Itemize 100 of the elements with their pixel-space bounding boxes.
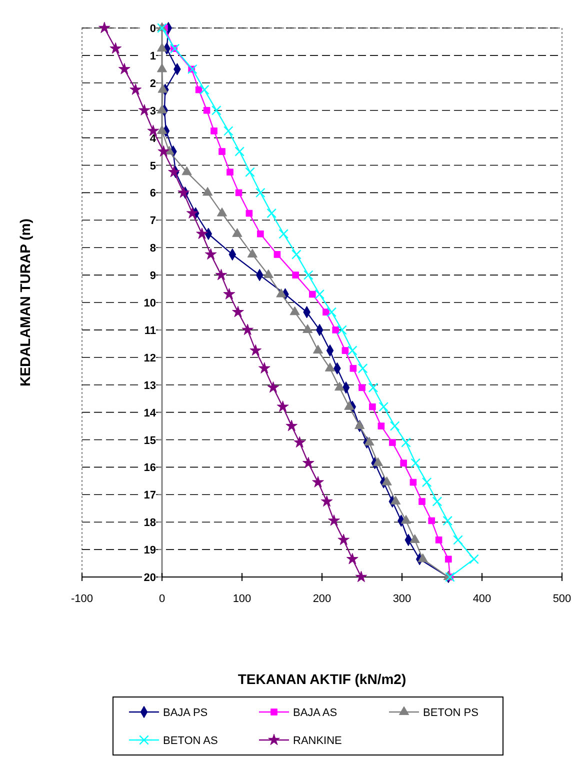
point — [202, 186, 213, 196]
y-tick-label: 9 — [150, 270, 156, 282]
point — [212, 105, 222, 116]
point — [324, 362, 336, 372]
point — [216, 207, 228, 216]
point — [302, 456, 314, 468]
point — [304, 270, 314, 280]
y-tick-label: 7 — [150, 215, 156, 228]
point — [342, 347, 349, 354]
point — [422, 477, 432, 488]
y-tick-label: 18 — [144, 517, 156, 530]
point — [418, 553, 428, 562]
point — [294, 436, 306, 448]
point — [292, 250, 302, 260]
y-tick-label: 16 — [144, 462, 156, 474]
x-tick-label: 0 — [158, 593, 166, 605]
y-tick-label: 3 — [150, 105, 156, 118]
point — [226, 168, 234, 176]
y-tick-label: 2 — [150, 78, 156, 90]
point — [204, 248, 217, 260]
point — [400, 514, 412, 524]
x-tick-label: 400 — [472, 593, 492, 605]
point — [401, 438, 411, 448]
point — [286, 420, 298, 432]
y-tick-label: 4 — [150, 132, 157, 145]
x-axis-title: TEKANAN AKTIF (kN/m2) — [238, 671, 406, 687]
point — [156, 63, 168, 72]
point — [322, 308, 330, 316]
y-tick-label: 12 — [144, 352, 156, 364]
point — [358, 363, 368, 374]
point — [210, 128, 218, 134]
point — [326, 307, 336, 318]
point — [428, 517, 436, 524]
y-tick-label: 10 — [144, 298, 156, 310]
point — [195, 86, 202, 94]
point — [338, 534, 350, 546]
point — [400, 460, 408, 466]
point — [110, 42, 122, 54]
point — [235, 189, 242, 196]
point — [290, 306, 300, 316]
point — [245, 167, 255, 178]
point — [158, 84, 168, 93]
point — [292, 272, 300, 278]
point — [258, 362, 270, 374]
point — [234, 146, 244, 156]
point — [263, 269, 274, 278]
point — [410, 534, 420, 543]
y-tick-label: 14 — [144, 407, 157, 420]
point — [168, 166, 180, 178]
point — [203, 106, 210, 114]
point — [138, 104, 150, 116]
point — [354, 420, 365, 430]
point — [390, 421, 400, 431]
legend-label: RANKINE — [293, 735, 342, 747]
point — [267, 381, 280, 393]
point — [224, 126, 234, 136]
point — [223, 288, 236, 300]
x-tick-label: 100 — [232, 593, 252, 605]
point — [328, 514, 340, 526]
point — [358, 384, 366, 392]
y-tick-label: 8 — [150, 242, 156, 255]
point — [302, 324, 313, 333]
y-tick-label: 19 — [144, 544, 156, 557]
point — [156, 42, 168, 52]
point — [196, 228, 208, 239]
point — [368, 403, 376, 410]
point — [337, 325, 347, 335]
point — [372, 457, 384, 466]
point — [256, 188, 266, 198]
point — [453, 535, 463, 545]
legend-label: BETON PS — [423, 707, 478, 719]
point — [130, 84, 142, 95]
point — [442, 516, 452, 526]
y-tick-label: 5 — [150, 160, 156, 172]
point — [266, 208, 276, 218]
y-tick-label: 20 — [144, 572, 156, 584]
y-tick-label: 0 — [150, 23, 156, 35]
point — [378, 402, 388, 412]
point — [247, 248, 258, 258]
point — [348, 346, 358, 356]
point — [368, 382, 378, 392]
point — [355, 570, 368, 582]
point — [232, 306, 244, 318]
point — [378, 422, 385, 430]
point — [118, 62, 130, 74]
point — [320, 495, 333, 507]
x-tick-label: -100 — [70, 593, 94, 605]
point — [276, 288, 286, 298]
point — [469, 554, 479, 564]
point — [215, 268, 228, 280]
point — [170, 44, 180, 54]
point — [364, 436, 374, 446]
point — [186, 207, 198, 218]
point — [432, 496, 442, 506]
point — [444, 556, 452, 563]
point — [312, 476, 324, 488]
x-tick-label: 300 — [392, 593, 412, 605]
point — [178, 186, 190, 198]
legend-label: BAJA PS — [163, 707, 208, 719]
point — [332, 326, 340, 334]
